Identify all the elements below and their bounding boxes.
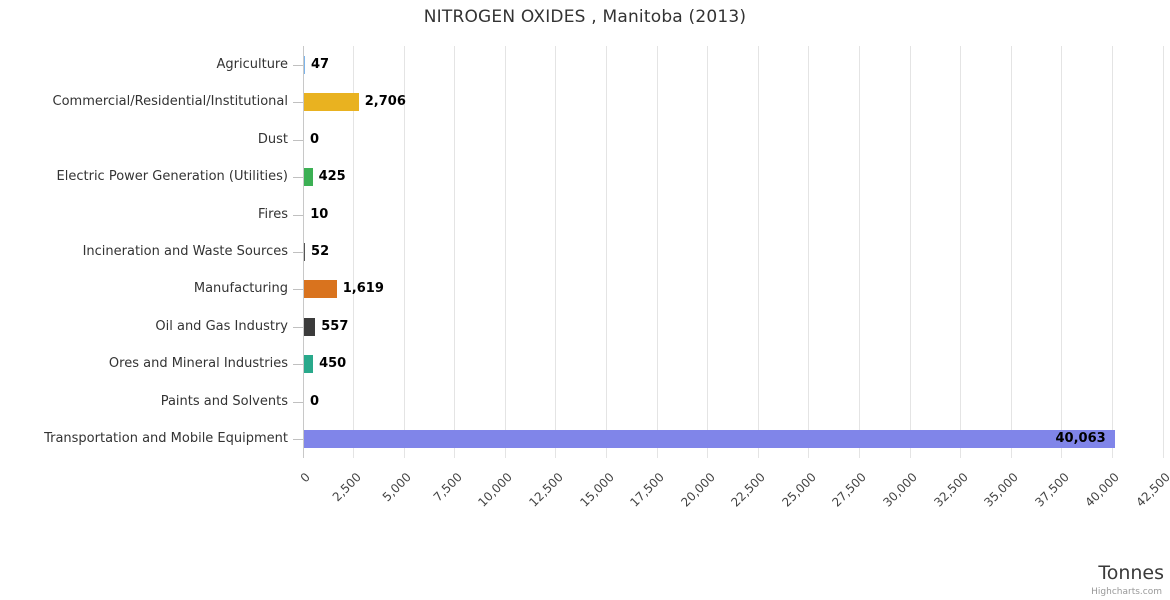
value-label: 10 bbox=[310, 206, 329, 222]
bar[interactable] bbox=[304, 280, 337, 299]
category-label: Ores and Mineral Industries bbox=[108, 356, 288, 372]
bar[interactable] bbox=[304, 55, 305, 74]
gridline bbox=[1010, 46, 1012, 458]
value-label: 1,619 bbox=[342, 281, 384, 297]
gridline bbox=[656, 46, 658, 458]
x-axis-title: Tonnes bbox=[1098, 562, 1164, 584]
y-axis-tick bbox=[293, 439, 303, 441]
gridline bbox=[808, 46, 810, 458]
category-label: Oil and Gas Industry bbox=[155, 318, 288, 334]
gridline bbox=[960, 46, 962, 458]
gridline bbox=[504, 46, 506, 458]
bar[interactable] bbox=[304, 317, 316, 336]
gridline bbox=[707, 46, 709, 458]
category-label: Incineration and Waste Sources bbox=[82, 244, 288, 259]
category-label: Manufacturing bbox=[193, 281, 288, 297]
y-axis-tick bbox=[293, 177, 303, 179]
category-label: Fires bbox=[258, 206, 288, 222]
gridline bbox=[757, 46, 759, 458]
y-axis-tick bbox=[293, 102, 303, 104]
y-axis-tick bbox=[293, 326, 303, 328]
value-label: 47 bbox=[310, 56, 330, 72]
y-axis-tick bbox=[293, 139, 303, 141]
y-axis-line bbox=[303, 46, 304, 458]
bar[interactable] bbox=[304, 93, 359, 112]
bar[interactable] bbox=[304, 430, 1115, 449]
gridline bbox=[555, 46, 557, 458]
value-label: 0 bbox=[310, 393, 320, 409]
gridline bbox=[403, 46, 405, 458]
bar[interactable] bbox=[304, 355, 314, 374]
category-label: Paints and Solvents bbox=[160, 393, 288, 409]
y-axis-tick bbox=[293, 214, 303, 216]
bar[interactable] bbox=[304, 243, 306, 261]
x-axis-tick-label: 0 bbox=[297, 470, 313, 486]
category-label: Transportation and Mobile Equipment bbox=[44, 431, 288, 447]
category-label: Dust bbox=[257, 131, 288, 147]
value-label: 52 bbox=[311, 244, 330, 259]
gridline bbox=[454, 46, 456, 458]
gridline bbox=[353, 46, 355, 458]
value-label: 0 bbox=[310, 131, 320, 147]
y-axis-tick bbox=[293, 64, 303, 66]
gridline bbox=[1162, 46, 1164, 458]
gridline bbox=[858, 46, 860, 458]
category-label: Agriculture bbox=[216, 56, 289, 72]
gridline bbox=[606, 46, 608, 458]
chart-title: NITROGEN OXIDES , Manitoba (2013) bbox=[423, 7, 747, 27]
y-axis-tick bbox=[293, 401, 303, 403]
category-label: Electric Power Generation (Utilities) bbox=[56, 169, 288, 185]
highcharts-credits-link[interactable]: Highcharts.com bbox=[1091, 587, 1162, 597]
gridline bbox=[909, 46, 911, 458]
value-label: 425 bbox=[318, 169, 346, 185]
category-label: Commercial/Residential/Institutional bbox=[52, 94, 289, 110]
value-label: 40,063 bbox=[1055, 431, 1106, 447]
value-label: 557 bbox=[321, 318, 349, 334]
y-axis-tick bbox=[293, 289, 303, 291]
bar[interactable] bbox=[304, 168, 313, 187]
gridline bbox=[1111, 46, 1113, 458]
value-label: 2,706 bbox=[364, 94, 406, 110]
y-axis-tick bbox=[293, 252, 303, 253]
value-label: 450 bbox=[319, 356, 347, 372]
y-axis-tick bbox=[293, 364, 303, 366]
gridline bbox=[1061, 46, 1063, 458]
